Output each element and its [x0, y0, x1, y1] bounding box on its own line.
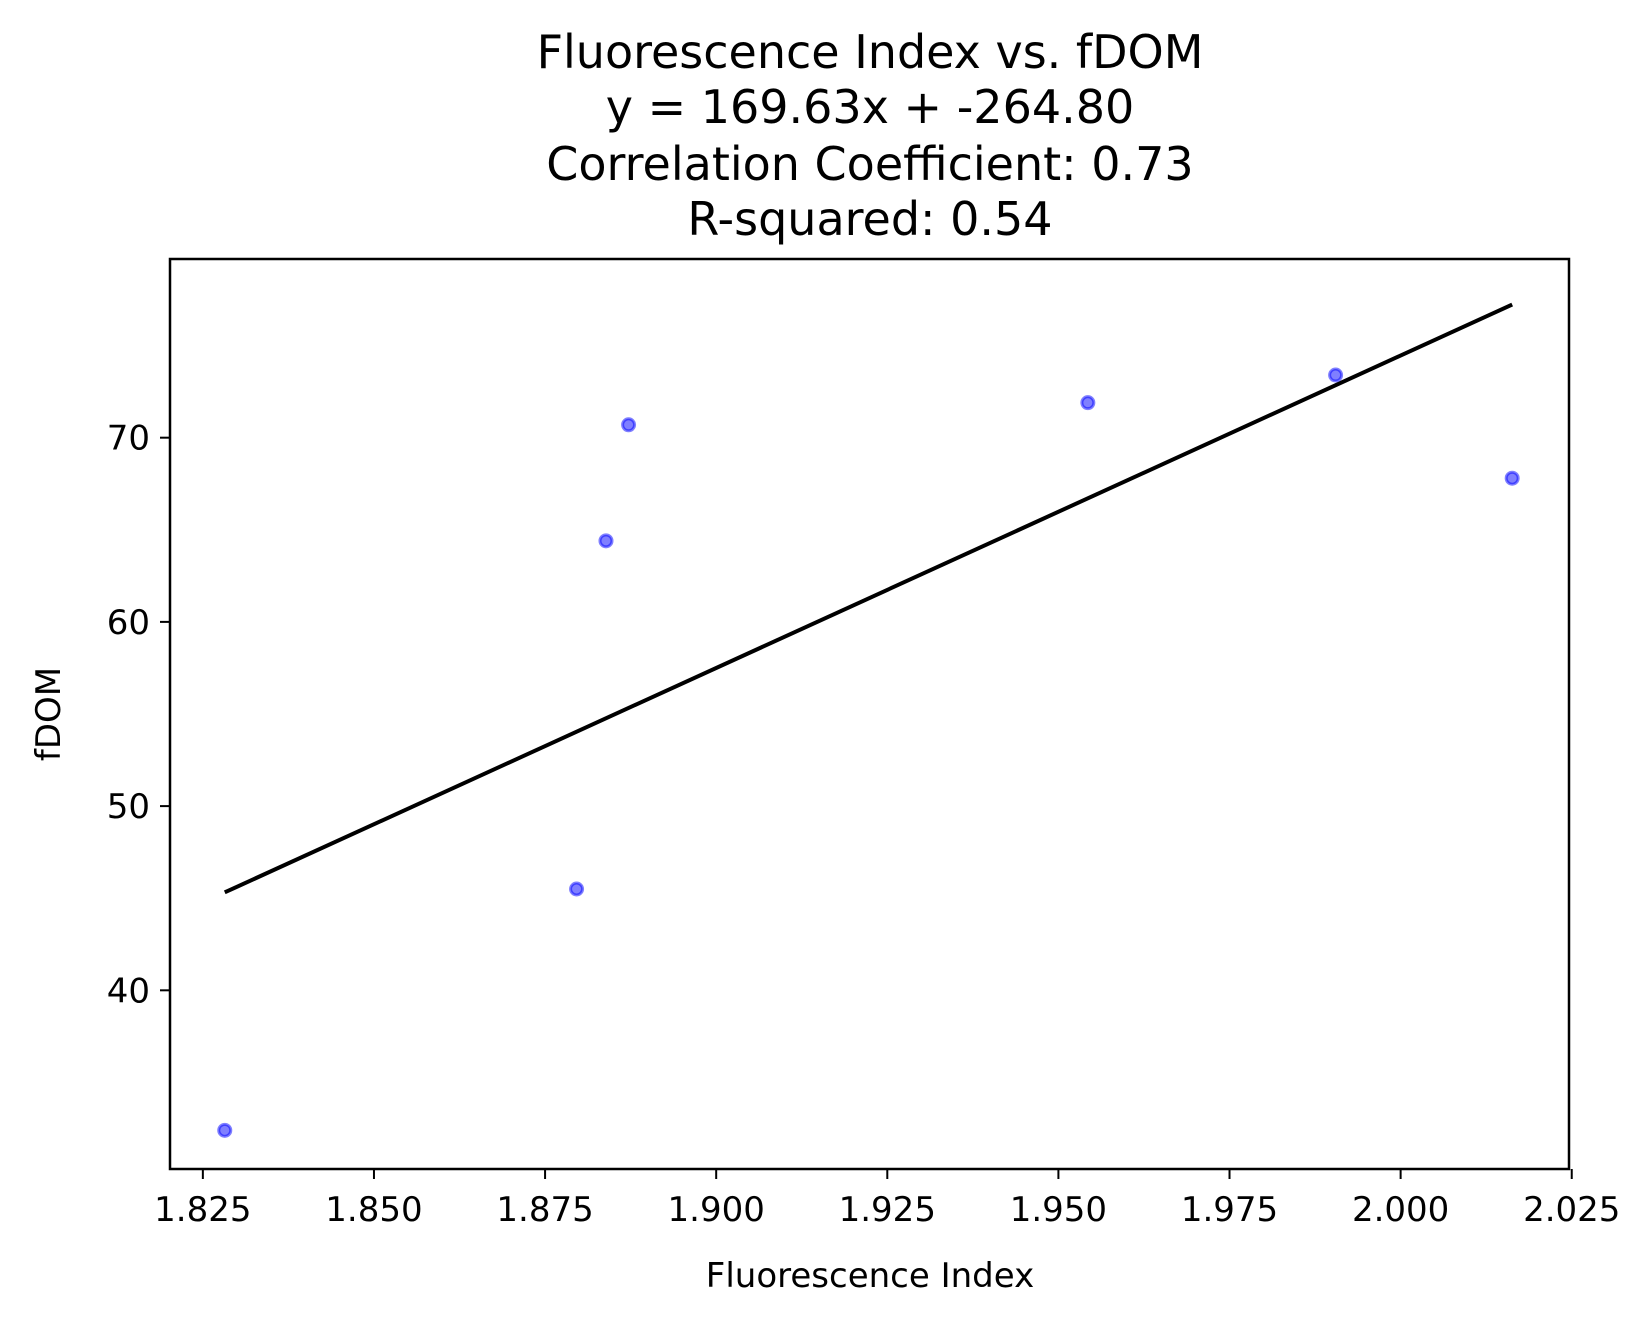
y-axis-label: fDOM [29, 667, 69, 761]
data-point [598, 533, 614, 549]
data-point [569, 881, 585, 897]
y-tick-label: 70 [107, 419, 150, 459]
y-tick-label: 60 [107, 603, 150, 643]
title-line-1: Fluorescence Index vs. fDOM [537, 25, 1204, 79]
fit-line-layer [223, 302, 1514, 895]
y-axis: 40 50 60 70 [107, 419, 170, 1011]
data-point [1080, 395, 1096, 411]
x-tick-label: 1.850 [325, 1190, 422, 1230]
data-point [217, 1122, 233, 1138]
x-tick-label: 2.025 [1523, 1190, 1620, 1230]
data-point [1328, 367, 1344, 383]
data-point [1504, 470, 1520, 486]
chart-title: Fluorescence Index vs. fDOM y = 169.63x … [537, 25, 1204, 246]
y-tick-label: 40 [107, 971, 150, 1011]
plot-area-frame [168, 257, 1571, 1171]
regression-line [223, 302, 1514, 895]
x-axis-label: Fluorescence Index [706, 1256, 1034, 1296]
title-line-equation: y = 169.63x + -264.80 [606, 80, 1135, 134]
data-points-layer [217, 367, 1520, 1138]
title-line-r-squared: R-squared: 0.54 [687, 192, 1052, 246]
x-tick-label: 1.975 [1181, 1190, 1278, 1230]
y-tick-label: 50 [107, 787, 150, 827]
x-tick-label: 1.925 [839, 1190, 936, 1230]
data-point [621, 417, 637, 433]
x-tick-label: 2.000 [1352, 1190, 1449, 1230]
x-tick-label: 1.950 [1010, 1190, 1107, 1230]
x-axis: 1.825 1.850 1.875 1.900 1.925 1.950 1.975 2.000… [154, 1169, 1620, 1230]
x-tick-label: 1.875 [496, 1190, 593, 1230]
x-tick-label: 1.900 [668, 1190, 765, 1230]
x-tick-label: 1.825 [154, 1190, 251, 1230]
title-line-correlation: Correlation Coefficient: 0.73 [546, 137, 1193, 191]
